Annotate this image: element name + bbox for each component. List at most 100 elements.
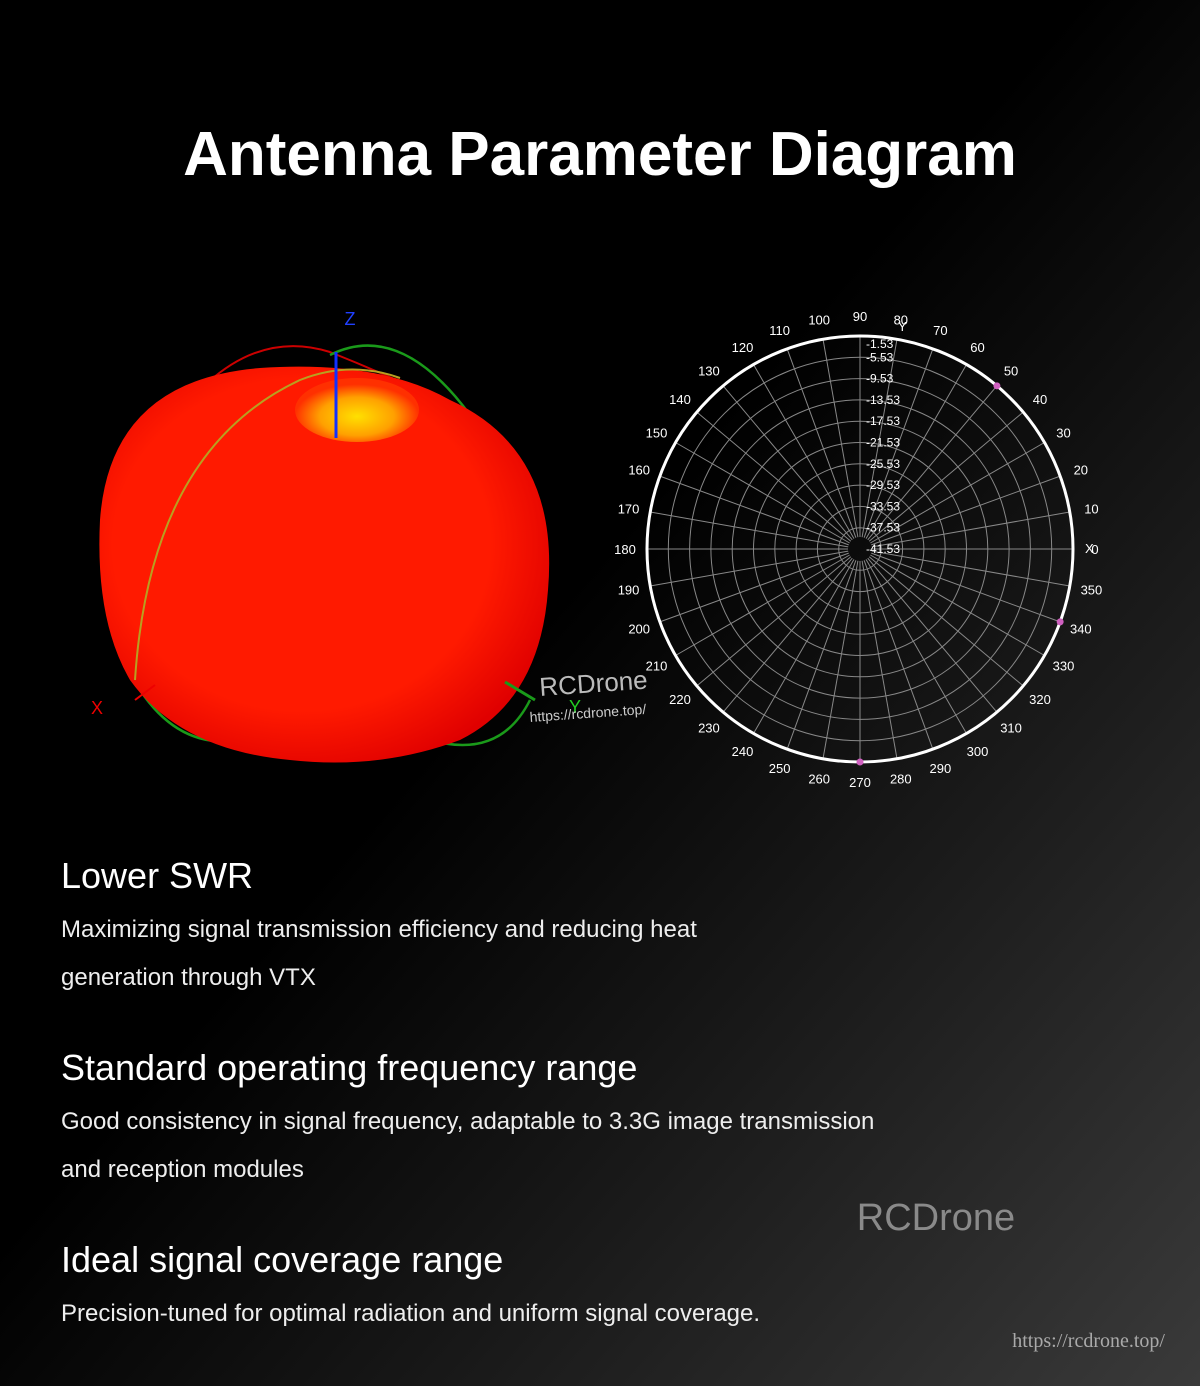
angle-label: 220 <box>669 692 691 707</box>
angle-label: 130 <box>698 364 720 379</box>
footer-watermark: RCDrone <box>857 1197 1015 1239</box>
radial-label: -21.53 <box>866 436 900 450</box>
axis-label-y: Y <box>569 697 581 717</box>
marker <box>993 382 1001 390</box>
section-body: Good consistency in signal frequency, ad… <box>61 1108 874 1135</box>
spoke <box>650 511 849 548</box>
spoke <box>696 556 852 687</box>
angle-label: 110 <box>769 323 790 338</box>
angle-label: 40 <box>1033 392 1047 407</box>
spoke <box>871 552 1061 623</box>
radial-label: -5.53 <box>866 350 894 364</box>
spoke <box>863 348 934 538</box>
angle-label: 280 <box>890 771 912 786</box>
angle-label: 10 <box>1084 502 1098 517</box>
spoke <box>871 550 1070 587</box>
angle-label: 300 <box>967 744 989 759</box>
angle-label: 20 <box>1074 462 1088 477</box>
spoke <box>753 559 855 734</box>
angle-label: 60 <box>970 340 984 355</box>
spoke <box>786 560 857 750</box>
spoke <box>867 557 998 713</box>
angle-label: 160 <box>628 462 650 477</box>
angle-label: 250 <box>769 761 791 776</box>
section-body: and reception modules <box>61 1156 304 1183</box>
spoke <box>650 550 849 587</box>
angle-label: 190 <box>618 582 640 597</box>
angle-label: 170 <box>618 502 640 517</box>
marker <box>1056 618 1064 626</box>
angle-label: 340 <box>1070 622 1092 637</box>
radial-label: -13.53 <box>866 393 900 407</box>
angle-label: 200 <box>628 622 650 637</box>
angle-label: 260 <box>808 771 830 786</box>
spoke <box>822 339 859 538</box>
marker <box>856 758 864 766</box>
angle-label: 330 <box>1053 659 1075 674</box>
angle-label: 180 <box>614 542 636 557</box>
radial-label: -9.53 <box>866 372 894 386</box>
axis-label-z: Z <box>345 309 356 329</box>
angle-label: 210 <box>646 659 668 674</box>
title: Antenna Parameter Diagram <box>183 120 1017 189</box>
angle-label: 80 <box>894 313 908 328</box>
spoke <box>868 411 1024 542</box>
spoke <box>822 560 859 759</box>
spoke <box>861 339 898 538</box>
spoke <box>863 560 934 750</box>
angle-label: 290 <box>930 761 952 776</box>
angle-label: 270 <box>849 775 871 790</box>
polar-axis-y: Y <box>898 319 907 334</box>
angle-label: 30 <box>1056 426 1070 441</box>
spoke <box>659 475 849 546</box>
section-heading: Lower SWR <box>61 855 253 896</box>
radial-label: -33.53 <box>866 499 900 513</box>
section-body: Precision-tuned for optimal radiation an… <box>61 1300 760 1327</box>
polar-axis-x: X <box>1085 541 1094 556</box>
spoke <box>659 552 849 623</box>
angle-label: 90 <box>853 309 867 324</box>
angle-label: 100 <box>808 313 830 328</box>
spoke <box>870 554 1045 656</box>
spoke <box>867 385 998 541</box>
spoke <box>722 385 853 541</box>
spoke <box>865 364 967 539</box>
spoke <box>675 554 850 656</box>
feature-list: Lower SWR Maximizing signal transmission … <box>61 855 874 1327</box>
spoke <box>722 557 853 713</box>
spoke <box>868 556 1024 687</box>
radial-label: -41.53 <box>866 542 900 556</box>
angle-label: 310 <box>1000 720 1022 735</box>
radial-label: -17.53 <box>866 414 900 428</box>
section-body: Maximizing signal transmission efficienc… <box>61 916 697 943</box>
spoke <box>786 348 857 538</box>
spoke <box>871 511 1070 548</box>
angle-label: 230 <box>698 720 720 735</box>
spoke <box>696 411 852 542</box>
section-heading: Ideal signal coverage range <box>61 1239 503 1280</box>
polar-plot: 0 10 20 30 40 50 60 70 80 90 100 110 120 130 140 150 160… <box>614 309 1102 790</box>
spoke <box>675 442 850 544</box>
angle-label: 0 <box>1091 542 1098 557</box>
radial-label: -29.53 <box>866 478 900 492</box>
footer-url: https://rcdrone.top/ <box>1012 1330 1165 1352</box>
angle-label: 320 <box>1029 692 1051 707</box>
angle-label: 50 <box>1004 364 1018 379</box>
angle-label: 120 <box>732 340 754 355</box>
angle-label: 140 <box>669 392 691 407</box>
radial-label: -37.53 <box>866 521 900 535</box>
angle-label: 70 <box>933 323 947 338</box>
angle-label: 240 <box>732 744 754 759</box>
spoke <box>861 560 898 759</box>
spoke <box>865 559 967 734</box>
section-body: generation through VTX <box>61 964 316 991</box>
radial-label: -1.53 <box>866 337 894 351</box>
axis-label-x: X <box>91 698 103 718</box>
angle-label: 350 <box>1081 582 1103 597</box>
angle-label: 150 <box>646 426 668 441</box>
spoke <box>870 442 1045 544</box>
section-heading: Standard operating frequency range <box>61 1047 637 1088</box>
spoke <box>753 364 855 539</box>
radial-label: -25.53 <box>866 457 900 471</box>
